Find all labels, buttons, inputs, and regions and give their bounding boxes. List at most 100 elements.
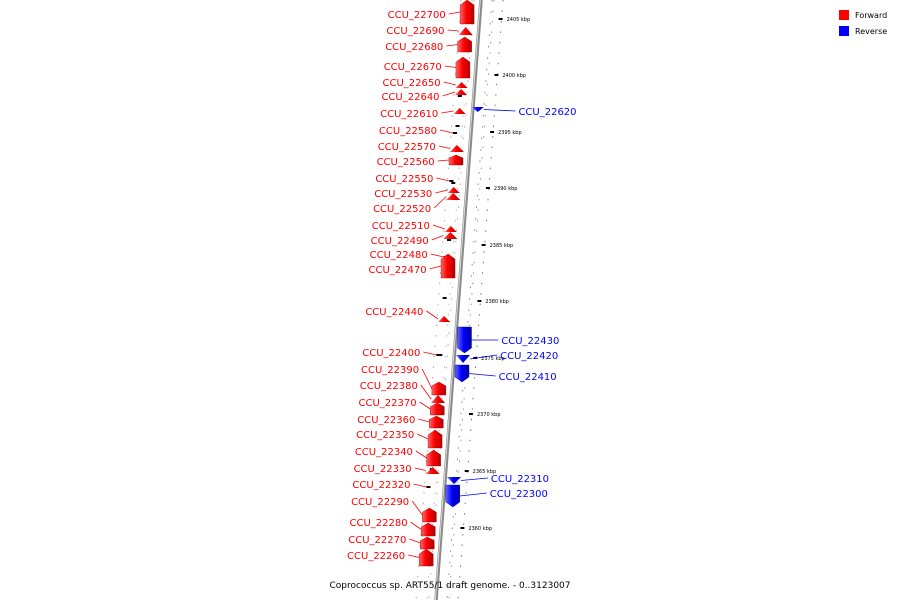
gene-feature-marker[interactable]	[449, 180, 454, 182]
gene-leader-line	[446, 44, 458, 47]
gene-label[interactable]: CCU_22480	[370, 250, 428, 261]
gene-feature-arrow[interactable]	[445, 484, 460, 508]
gene-feature-arrow[interactable]	[444, 226, 457, 232]
gene-label[interactable]: CCU_22610	[380, 109, 438, 120]
map-caption: Coprococcus sp. ART55/1 draft genome. - …	[329, 581, 570, 591]
gene-label[interactable]: CCU_22320	[352, 480, 410, 491]
gene-label[interactable]: CCU_22410	[499, 372, 557, 383]
gene-feature-arrow[interactable]	[455, 82, 468, 88]
gene-feature-arrow[interactable]	[447, 187, 460, 193]
gene-feature-arrow[interactable]	[422, 507, 437, 523]
gene-label[interactable]: CCU_22550	[375, 174, 433, 185]
gene-label[interactable]: CCU_22330	[354, 464, 412, 475]
gene-label[interactable]: CCU_22380	[360, 381, 418, 392]
gene-label[interactable]: CCU_22510	[372, 221, 430, 232]
guide-track-line	[415, 0, 462, 600]
gene-feature-marker[interactable]	[453, 132, 458, 134]
gene-label[interactable]: CCU_22570	[378, 142, 436, 153]
gene-label[interactable]: CCU_22650	[383, 78, 441, 89]
gene-feature-marker[interactable]	[436, 354, 441, 356]
gene-feature-arrow[interactable]	[448, 154, 464, 166]
gene-feature-arrow[interactable]	[454, 364, 470, 383]
gene-feature-arrow[interactable]	[443, 232, 458, 239]
gene-feature-arrow[interactable]	[471, 107, 484, 112]
gene-feature-arrow[interactable]	[431, 381, 447, 396]
gene-leader-line	[439, 129, 454, 134]
gene-label[interactable]: CCU_22440	[365, 307, 423, 318]
gene-label[interactable]: CCU_22340	[355, 447, 413, 458]
scale-tick-label: 2365 kbp	[473, 469, 497, 475]
gene-label[interactable]: CCU_22560	[377, 157, 435, 168]
gene-label[interactable]: CCU_22260	[347, 551, 405, 562]
gene-label[interactable]: CCU_22360	[357, 415, 415, 426]
gene-feature-arrow[interactable]	[438, 316, 451, 322]
gene-feature-arrow[interactable]	[440, 253, 456, 279]
gene-label[interactable]: CCU_22580	[379, 126, 437, 137]
gene-feature-arrow[interactable]	[430, 402, 445, 416]
gene-leader-line	[441, 110, 454, 114]
gene-feature-arrow[interactable]	[459, 0, 475, 25]
gene-label[interactable]: CCU_22370	[359, 398, 417, 409]
gene-label[interactable]: CCU_22400	[362, 348, 420, 359]
gene-label[interactable]: CCU_22470	[368, 265, 426, 276]
legend-forward-label: Forward	[855, 11, 887, 20]
gene-label[interactable]: CCU_22640	[381, 92, 439, 103]
gene-feature-arrow[interactable]	[429, 415, 444, 429]
gene-leader-line	[408, 554, 420, 558]
gene-label[interactable]: CCU_22620	[518, 107, 576, 118]
gene-feature-arrow[interactable]	[421, 522, 436, 537]
gene-label[interactable]: CCU_22490	[371, 236, 429, 247]
gene-label[interactable]: CCU_22390	[361, 365, 419, 376]
gene-feature-arrow[interactable]	[446, 477, 461, 484]
gene-leader-line	[410, 521, 422, 530]
gene-leader-line	[419, 401, 431, 410]
gene-leader-line	[414, 467, 426, 471]
gene-feature-arrow[interactable]	[457, 36, 472, 53]
gene-feature-arrow[interactable]	[425, 467, 440, 474]
scale-tick-mark	[460, 527, 465, 529]
gene-feature-marker[interactable]	[426, 486, 431, 488]
gene-feature-arrow[interactable]	[449, 145, 464, 152]
scale-tick-mark	[481, 244, 486, 246]
gene-label[interactable]: CCU_22520	[373, 204, 431, 215]
gene-feature-arrow[interactable]	[455, 89, 468, 95]
gene-label[interactable]: CCU_22430	[501, 336, 559, 347]
guide-track-line	[428, 0, 475, 600]
gene-feature-arrow[interactable]	[431, 395, 446, 403]
gene-label[interactable]: CCU_22270	[348, 535, 406, 546]
gene-label[interactable]: CCU_22420	[500, 351, 558, 362]
gene-feature-arrow[interactable]	[453, 108, 466, 114]
gene-feature-arrow[interactable]	[420, 536, 435, 550]
gene-leader-line	[447, 29, 459, 32]
scale-tick-label: 2405 kbp	[507, 17, 531, 23]
gene-feature-arrow[interactable]	[457, 326, 472, 354]
gene-leader-line	[438, 145, 450, 149]
gene-label[interactable]: CCU_22310	[491, 474, 549, 485]
gene-feature-arrow[interactable]	[458, 27, 473, 35]
gene-feature-arrow[interactable]	[427, 429, 443, 449]
gene-label[interactable]: CCU_22670	[384, 62, 442, 73]
gene-leader-line	[448, 11, 461, 15]
gene-leader-line	[435, 189, 448, 194]
gene-label[interactable]: CCU_22350	[356, 430, 414, 441]
legend: Forward Reverse	[839, 10, 887, 36]
gene-feature-arrow[interactable]	[455, 56, 471, 79]
gene-label[interactable]: CCU_22290	[351, 497, 409, 508]
scale-tick-label: 2385 kbp	[490, 243, 514, 249]
gene-leader-line	[429, 265, 442, 270]
gene-leader-line	[413, 483, 427, 488]
gene-label[interactable]: CCU_22690	[386, 26, 444, 37]
gene-label[interactable]: CCU_22530	[374, 189, 432, 200]
gene-feature-arrow[interactable]	[418, 548, 434, 567]
gene-feature-arrow[interactable]	[456, 355, 471, 363]
gene-label[interactable]: CCU_22680	[385, 42, 443, 53]
gene-label[interactable]: CCU_22700	[388, 10, 446, 21]
legend-forward-swatch	[839, 10, 849, 20]
gene-feature-arrow[interactable]	[446, 193, 461, 200]
gene-leader-line	[442, 91, 456, 97]
gene-label[interactable]: CCU_22300	[490, 489, 548, 500]
gene-label[interactable]: CCU_22280	[350, 518, 408, 529]
scale-tick-mark	[468, 413, 473, 415]
gene-feature-arrow[interactable]	[426, 449, 441, 467]
